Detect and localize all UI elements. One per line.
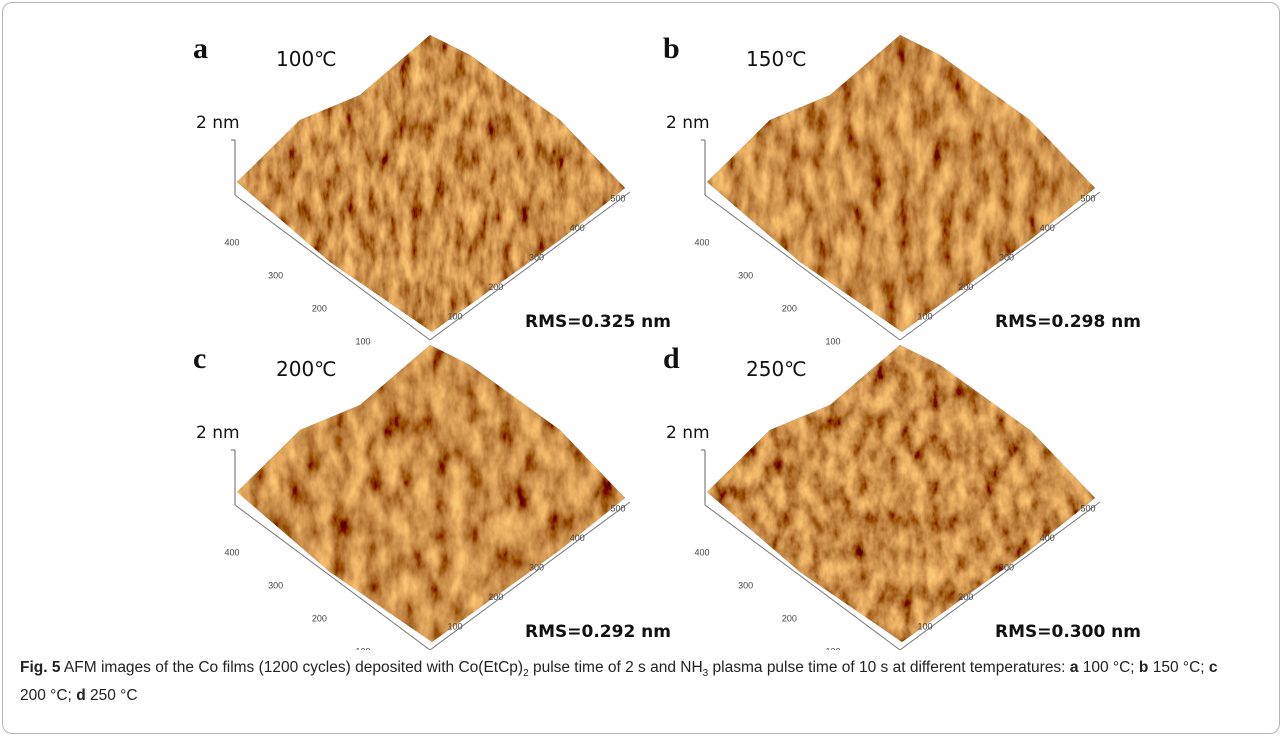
caption-text: plasma pulse time of 10 s at different t…	[708, 659, 1070, 676]
x-tick-label: 400	[1040, 223, 1055, 233]
x-tick-label: 100	[447, 311, 462, 321]
x-tick-label: 400	[570, 223, 585, 233]
panel-letter: b	[663, 32, 680, 65]
caption-text: AFM images of the Co films (1200 cycles)…	[60, 659, 523, 676]
y-tick-label: 100	[355, 336, 370, 346]
afm-surface-texture	[707, 345, 1095, 642]
page: 400 300 200 100 100 200 300 400 500 a 100℃ 2 nm RMS=…	[0, 0, 1284, 738]
x-tick-label: 300	[529, 252, 544, 262]
rms-label: RMS=0.292 nm	[525, 622, 671, 642]
y-tick-label: 300	[738, 580, 753, 590]
afm-surface-texture	[237, 345, 625, 642]
y-tick-label: 400	[694, 237, 709, 247]
x-tick-label: 100	[917, 311, 932, 321]
x-tick-label: 200	[488, 592, 503, 602]
afm-panel: 400 300 200 100 100 200 300 400 500 a 100℃ 2 nm RMS=…	[193, 32, 671, 346]
afm-panel: 400 300 200 100 100 200 300 400 500 b 150℃ 2 nm RMS=…	[663, 32, 1141, 346]
afm-surface-texture	[707, 35, 1095, 332]
x-tick-label: 500	[1080, 503, 1095, 513]
y-tick-label: 200	[782, 613, 797, 623]
temperature-label: 150℃	[746, 47, 807, 71]
y-tick-label: 400	[694, 547, 709, 557]
figure-panels: 400 300 200 100 100 200 300 400 500 a 100℃ 2 nm RMS=…	[0, 0, 1284, 650]
y-tick-label: 100	[825, 646, 840, 650]
afm-panel: 400 300 200 100 100 200 300 400 500 c 200℃ 2 nm RMS=…	[193, 342, 671, 650]
y-tick-label: 200	[782, 303, 797, 313]
panel-letter: d	[663, 342, 680, 375]
x-tick-label: 200	[958, 282, 973, 292]
z-scale-label: 2 nm	[666, 423, 710, 443]
y-tick-label: 200	[312, 613, 327, 623]
caption-text: 250 °C	[86, 687, 138, 704]
x-tick-label: 500	[610, 503, 625, 513]
caption-panel-letter: b	[1139, 659, 1148, 676]
afm-panel: 400 300 200 100 100 200 300 400 500 d 250℃ 2 nm RMS=…	[663, 342, 1141, 650]
x-tick-label: 200	[958, 592, 973, 602]
x-tick-label: 100	[447, 621, 462, 631]
panel-letter: c	[193, 342, 206, 375]
temperature-label: 100℃	[276, 47, 337, 71]
y-tick-label: 100	[355, 646, 370, 650]
rms-label: RMS=0.325 nm	[525, 312, 671, 332]
x-tick-label: 300	[999, 252, 1014, 262]
rms-label: RMS=0.298 nm	[995, 312, 1141, 332]
y-tick-label: 300	[738, 270, 753, 280]
y-tick-label: 300	[268, 580, 283, 590]
x-tick-label: 300	[529, 562, 544, 572]
y-tick-label: 200	[312, 303, 327, 313]
x-tick-label: 100	[917, 621, 932, 631]
y-tick-label: 100	[825, 336, 840, 346]
temperature-label: 200℃	[276, 357, 337, 381]
caption-text: pulse time of 2 s and NH	[529, 659, 703, 676]
caption-label: Fig. 5	[20, 659, 60, 676]
rms-label: RMS=0.300 nm	[995, 622, 1141, 642]
caption-text: 100 °C;	[1078, 659, 1138, 676]
y-tick-label: 300	[268, 270, 283, 280]
caption-panel-letter: c	[1209, 659, 1218, 676]
caption-text: 150 °C;	[1148, 659, 1208, 676]
z-scale-label: 2 nm	[196, 113, 240, 133]
panel-letter: a	[193, 32, 208, 65]
z-scale-label: 2 nm	[196, 423, 240, 443]
x-tick-label: 400	[570, 533, 585, 543]
x-tick-label: 200	[488, 282, 503, 292]
figure-caption: Fig. 5 AFM images of the Co films (1200 …	[20, 657, 1230, 707]
z-scale-label: 2 nm	[666, 113, 710, 133]
caption-text: 200 °C;	[20, 687, 76, 704]
caption-panel-letter: d	[76, 687, 85, 704]
x-tick-label: 500	[610, 193, 625, 203]
x-tick-label: 500	[1080, 193, 1095, 203]
y-tick-label: 400	[224, 237, 239, 247]
x-tick-label: 300	[999, 562, 1014, 572]
x-tick-label: 400	[1040, 533, 1055, 543]
temperature-label: 250℃	[746, 357, 807, 381]
afm-surface-texture	[237, 35, 625, 332]
y-tick-label: 400	[224, 547, 239, 557]
